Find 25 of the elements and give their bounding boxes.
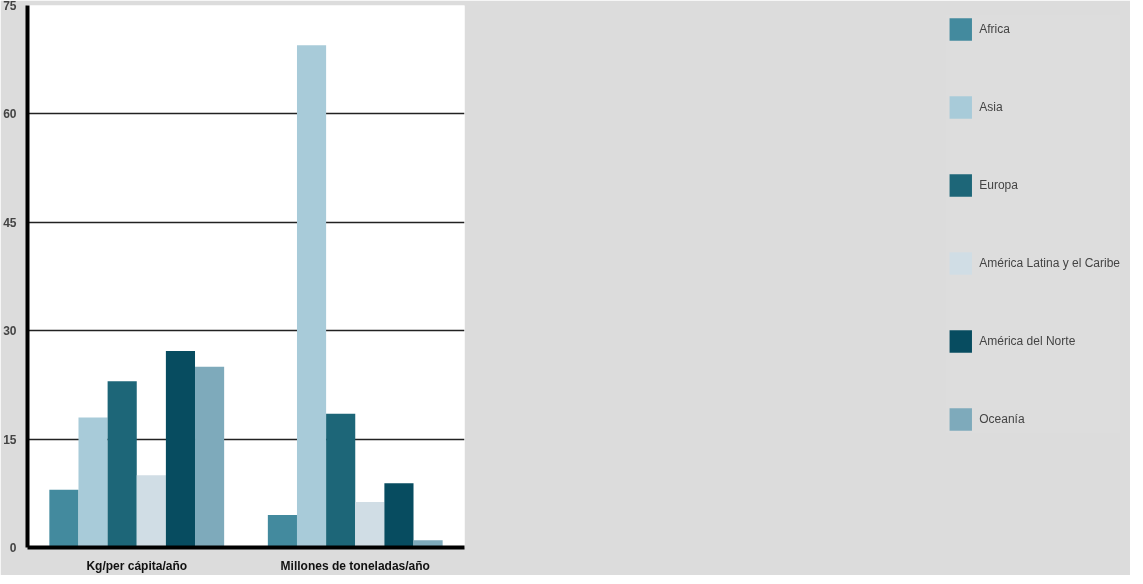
legend-label: Africa bbox=[979, 22, 1010, 36]
y-tick-label: 15 bbox=[3, 432, 17, 447]
bar bbox=[267, 514, 297, 548]
bar bbox=[78, 417, 108, 548]
y-tick-label: 30 bbox=[3, 324, 17, 339]
x-tick-label: Kg/per cápita/año bbox=[86, 558, 188, 573]
legend-label: Oceanía bbox=[979, 412, 1025, 426]
bar bbox=[195, 366, 225, 548]
y-tick-label: 45 bbox=[3, 215, 17, 230]
bar bbox=[355, 501, 385, 548]
y-tick-label: 75 bbox=[3, 0, 17, 13]
bar bbox=[296, 45, 327, 548]
bar bbox=[107, 381, 137, 548]
bar bbox=[49, 489, 79, 548]
legend-label: Europa bbox=[979, 178, 1018, 192]
bar bbox=[384, 483, 414, 548]
bar bbox=[165, 350, 196, 548]
legend-label: Asia bbox=[979, 100, 1003, 114]
bar bbox=[136, 475, 166, 548]
y-tick-label: 0 bbox=[9, 541, 17, 555]
bar bbox=[326, 413, 356, 548]
legend-label: América Latina y el Caribe bbox=[979, 256, 1120, 270]
x-tick-label: Millones de toneladas/año bbox=[280, 558, 430, 573]
legend-label: América del Norte bbox=[979, 334, 1076, 348]
y-tick-label: 60 bbox=[3, 107, 17, 122]
